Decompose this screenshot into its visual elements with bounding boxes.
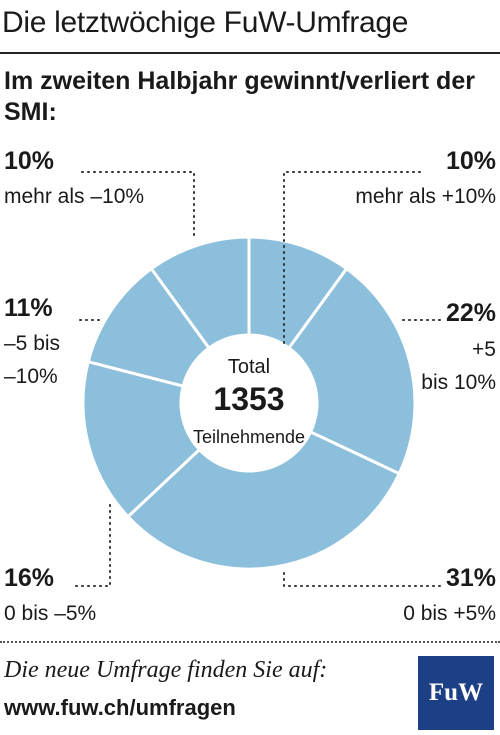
leader-line-left-bot xyxy=(75,499,111,587)
donut-slice-0 xyxy=(247,235,349,351)
chart-subtitle: Im zweiten Halbjahr gewinnt/verliert der… xyxy=(4,67,475,126)
donut-slice-2 xyxy=(125,429,402,571)
label-text-plus5: +5 xyxy=(472,338,496,361)
label-text-mehr-als-plus10: mehr als +10% xyxy=(355,185,496,208)
leader-lines xyxy=(75,171,441,587)
label-text-mehr-als-minus10: mehr als –10% xyxy=(4,185,145,208)
donut-slices xyxy=(81,235,417,571)
label-pct-plus5-bis-10: 22% xyxy=(445,299,496,327)
fuw-logo: FuW xyxy=(418,656,494,730)
donut-slice-4 xyxy=(86,266,212,388)
page-title: Die letztwöchige FuW-Umfrage xyxy=(2,6,409,39)
donut-slice-1 xyxy=(286,266,417,476)
leader-line-right-bot xyxy=(283,569,441,587)
label-pct-0-bis-plus5: 31% xyxy=(445,564,496,592)
label-pct-0-bis-minus5: 16% xyxy=(4,564,55,592)
fuw-logo-text: FuW xyxy=(428,679,484,706)
footer-divider xyxy=(0,641,500,643)
label-text-0-bis-minus5: 0 bis –5% xyxy=(4,602,97,625)
label-pct-mehr-als-plus10: 10% xyxy=(445,147,496,175)
label-text-bis-10: bis 10% xyxy=(421,371,496,394)
footer-url-link[interactable]: www.fuw.ch/umfragen xyxy=(4,695,236,720)
label-pct-mehr-als-minus10: 10% xyxy=(4,147,55,175)
label-text-0-bis-plus5: 0 bis +5% xyxy=(403,602,496,625)
label-text-minus10: –10% xyxy=(4,365,58,388)
label-pct-minus5-bis-minus10: 11% xyxy=(4,294,53,322)
center-total-sublabel: Teilnehmende xyxy=(193,427,305,447)
center-total-value: 1353 xyxy=(213,381,284,417)
title-divider xyxy=(0,52,500,54)
donut-slice-3 xyxy=(81,359,202,519)
donut-slice-5 xyxy=(149,235,251,351)
label-text-minus5-bis: –5 bis xyxy=(4,332,61,355)
footer-text: Die neue Umfrage finden Sie auf: xyxy=(4,657,328,683)
center-total-label: Total xyxy=(228,356,270,378)
